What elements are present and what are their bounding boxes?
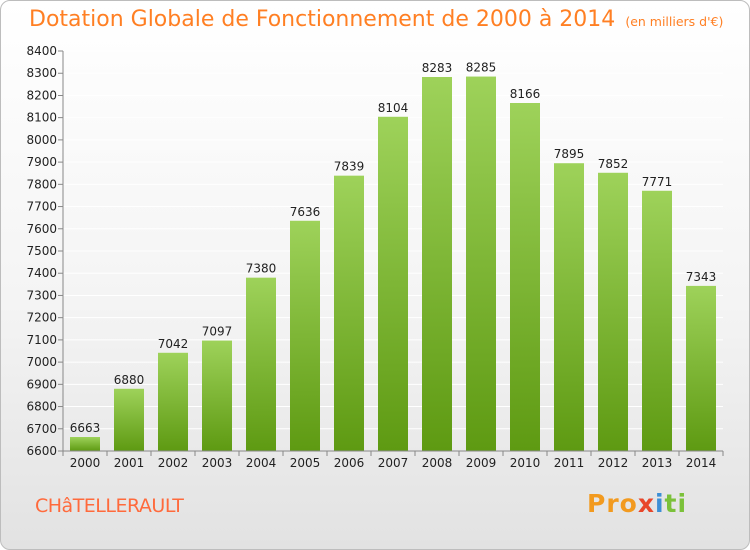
y-tick-label: 8200 <box>26 88 57 102</box>
y-tick-label: 7400 <box>26 266 57 280</box>
y-tick-label: 7300 <box>26 288 57 302</box>
chart-title-text: Dotation Globale de Fonctionnement de 20… <box>29 7 616 32</box>
x-tick-label: 2003 <box>202 456 233 470</box>
bar <box>158 352 188 451</box>
bar <box>70 437 100 451</box>
bar-value-label: 7636 <box>290 205 321 219</box>
bar <box>510 103 540 451</box>
bar-value-label: 8285 <box>466 61 497 75</box>
bar-value-label: 7343 <box>686 270 717 284</box>
x-tick-label: 2005 <box>290 456 321 470</box>
data-labels: 6663 6880 7042 7097 7380 7636 7839 8104 8283 8285… <box>70 61 717 435</box>
bar-value-label: 7097 <box>202 325 233 339</box>
y-tick-label: 7900 <box>26 155 57 169</box>
bar <box>466 76 496 452</box>
x-axis: 2000 2001 2002 2003 2004 2005 2006 2007 2008 2009… <box>62 450 724 470</box>
bar-value-label: 6663 <box>70 421 101 435</box>
x-tick-label: 2004 <box>246 456 277 470</box>
bar <box>114 388 144 451</box>
x-tick-label: 2001 <box>114 456 145 470</box>
bar-value-label: 7895 <box>554 147 585 161</box>
bar <box>290 220 320 451</box>
x-tick-label: 2008 <box>422 456 453 470</box>
commune-name: CHâTELLERAULT <box>35 495 184 517</box>
y-tick-label: 7200 <box>26 311 57 325</box>
bar-value-label: 8104 <box>378 101 409 115</box>
bar-value-label: 6880 <box>114 373 145 387</box>
x-tick-label: 2007 <box>378 456 409 470</box>
x-tick-label: 2000 <box>70 456 101 470</box>
x-tick-label: 2006 <box>334 456 365 470</box>
y-tick-label: 7700 <box>26 200 57 214</box>
logo-part: x <box>637 489 655 518</box>
y-tick-label: 7000 <box>26 355 57 369</box>
x-tick-label: 2010 <box>510 456 541 470</box>
y-tick-label: 6700 <box>26 422 57 436</box>
proxiti-logo: Proxiti <box>587 489 687 518</box>
bar-value-label: 7839 <box>334 160 365 174</box>
y-tick-label: 8400 <box>26 44 57 58</box>
y-tick-label: 7600 <box>26 222 57 236</box>
y-tick-label: 7500 <box>26 244 57 258</box>
bar <box>642 190 672 451</box>
bar-value-label: 7042 <box>158 337 189 351</box>
x-tick-label: 2012 <box>598 456 629 470</box>
x-tick-label: 2002 <box>158 456 189 470</box>
bar <box>378 116 408 452</box>
bar <box>554 163 584 451</box>
bar-value-label: 8283 <box>422 61 453 75</box>
bar-value-label: 7380 <box>246 262 277 276</box>
logo-part: i <box>654 489 665 518</box>
bar-value-label: 7771 <box>642 175 673 189</box>
y-tick-label: 7100 <box>26 333 57 347</box>
x-tick-label: 2013 <box>642 456 673 470</box>
chart-title: Dotation Globale de Fonctionnement de 20… <box>29 7 723 32</box>
logo-part: Pro <box>587 489 638 518</box>
x-tick-label: 2014 <box>686 456 717 470</box>
bar <box>422 77 452 451</box>
x-tick-label: 2009 <box>466 456 497 470</box>
y-tick-label: 8300 <box>26 66 57 80</box>
y-tick-label: 8000 <box>26 133 57 147</box>
chart-subtitle: (en milliers d'€) <box>625 14 724 29</box>
bar <box>686 285 716 451</box>
x-tick-label: 2011 <box>554 456 585 470</box>
bar <box>598 172 628 451</box>
bar <box>246 277 276 451</box>
logo-part: ti <box>664 489 688 518</box>
bar <box>334 175 364 451</box>
y-tick-label: 6800 <box>26 400 57 414</box>
bar-value-label: 7852 <box>598 157 629 171</box>
y-tick-label: 8100 <box>26 111 57 125</box>
bar <box>202 340 232 451</box>
bar-value-label: 8166 <box>510 87 541 101</box>
y-tick-label: 7800 <box>26 177 57 191</box>
bars <box>70 76 716 452</box>
y-tick-label: 6900 <box>26 377 57 391</box>
y-axis: 6600 6700 6800 6900 7000 7100 7200 7300 7400 7500… <box>26 44 64 458</box>
y-tick-label: 6600 <box>26 444 57 458</box>
